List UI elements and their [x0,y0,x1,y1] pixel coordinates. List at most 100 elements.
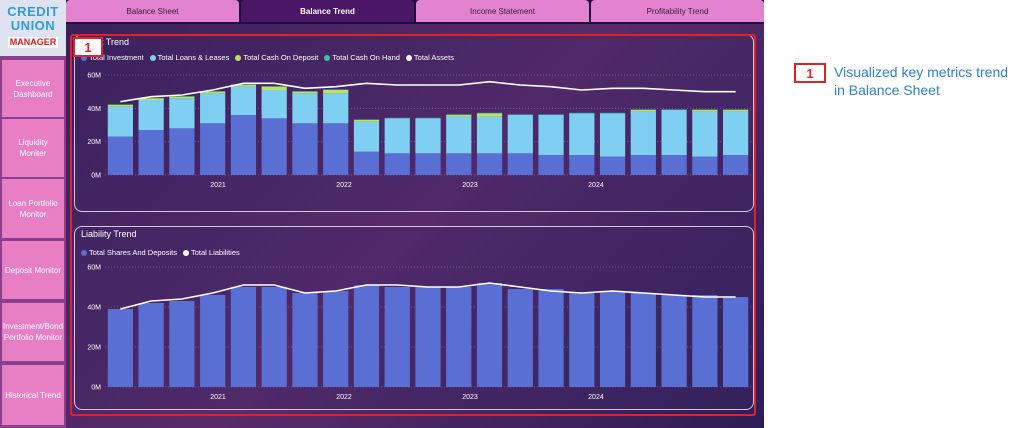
bar-segment [323,123,349,175]
bar-segment [169,128,195,175]
credit-union-manager-logo: CREDIT UNION MANAGER [0,0,66,56]
bar-segment [692,295,718,387]
asset-trend-panel: Asset Trend Total Investment Total Loans… [74,34,754,212]
bar-segment [169,301,195,387]
asset-trend-title: Asset Trend [81,37,130,47]
bar-segment [415,118,441,154]
bar-segment [169,98,195,129]
bar-segment [230,86,257,115]
liability-trend-panel: Liability Trend Total Shares And Deposit… [74,226,754,410]
sidebar-item-historical-trend[interactable]: Historical Trend [2,365,64,425]
bar-segment [200,123,226,175]
bar-segment [692,111,718,157]
legend-label: Total Shares And Deposits [89,248,177,257]
bar-segment [169,96,195,99]
bar-segment [476,113,503,117]
y-tick-label: 0M [91,385,101,392]
bar-segment [692,109,718,110]
bar-segment [415,117,441,119]
bar-segment [446,116,472,154]
bar-segment [292,91,318,92]
legend-label: Total Investment [89,53,144,62]
legend-dot [149,54,156,61]
sidebar-item-investment-bond-portfolio-monitor[interactable]: Investment/Bond Portfolio Monitor [2,303,64,361]
x-tick-label: 2022 [336,394,352,401]
bar-segment [323,291,349,387]
bar-segment [599,156,626,175]
sidebar-nav: Executive Dashboard Liquidity Moniter Lo… [0,56,66,428]
bar-segment [415,287,441,387]
liability-trend-title: Liability Trend [81,229,137,239]
bar-segment [200,91,226,94]
bar-segment [723,110,749,112]
y-tick-label: 60M [87,73,101,80]
tab-balance-sheet[interactable]: Balance Sheet [66,0,239,22]
bar-segment [507,153,533,175]
legend-dot [182,249,189,256]
tab-balance-trend[interactable]: Balance Trend [241,0,414,22]
bar-segment [476,283,503,387]
bar-segment [384,287,410,387]
bar-segment [569,155,595,175]
legend-item-total-assets: Total Assets [405,53,454,62]
bar-segment [107,106,133,137]
x-tick-label: 2023 [462,182,478,189]
legend-item-total-liabilities: Total Liabilities [182,248,240,257]
bar-segment [107,309,133,387]
bar-segment [200,91,226,92]
bar-segment [661,109,687,110]
bar-segment [138,303,164,387]
bar-segment [538,155,564,175]
bar-segment [569,112,595,114]
y-tick-label: 40M [87,106,101,113]
legend-label: Total Cash On Hand [332,53,400,62]
sidebar-item-deposit-monitor[interactable]: Deposit Monitor [2,241,64,299]
logo-line-2: UNION [10,18,56,33]
total-line [120,282,736,310]
asset-trend-legend: Total Investment Total Loans & Leases To… [81,53,454,62]
x-tick-label: 2024 [588,182,604,189]
bar-segment [723,155,749,175]
bar-segment [446,287,472,387]
x-tick-label: 2024 [588,394,604,401]
tab-profitability-trend[interactable]: Profitability Trend [591,0,764,22]
bar-segment [384,118,410,154]
bar-segment [630,111,656,155]
tab-bar: Balance Sheet Balance Trend Income State… [66,0,764,24]
sidebar-item-liquidity-moniter[interactable]: Liquidity Moniter [2,119,64,177]
bar-segment [723,111,749,155]
sidebar-item-loan-portfolio-monitor[interactable]: Loan Portfolio Monitor [2,179,64,238]
bar-segment [599,291,626,387]
annotation-text: Visualized key metrics trend in Balance … [834,64,1009,98]
bar-segment [661,295,687,387]
bar-segment [446,115,472,117]
y-tick-label: 40M [87,305,101,312]
x-tick-label: 2023 [462,394,478,401]
bar-segment [353,285,380,387]
bar-segment [200,295,226,387]
legend-dot [81,249,87,256]
bar-segment [230,85,257,87]
legend-dot [81,54,87,61]
bar-segment [230,115,257,175]
bar-segment [138,100,164,130]
bar-segment [476,112,503,114]
bar-segment [384,153,410,175]
bar-segment [107,104,133,105]
bar-segment [292,293,318,387]
bar-segment [446,114,472,115]
bar-segment [723,109,749,110]
bar-segment [230,84,257,85]
y-tick-label: 20M [87,345,101,352]
callout-badge: 1 [73,37,103,57]
bar-segment [599,113,626,157]
tab-income-statement[interactable]: Income Statement [416,0,589,22]
legend-item-total-cash-on-hand: Total Cash On Hand [324,53,400,62]
bar-segment [261,118,287,175]
bar-segment [138,97,164,99]
bar-segment [138,98,164,100]
report-canvas: Asset Trend Total Investment Total Loans… [66,24,764,428]
bar-segment [353,121,380,152]
legend-label: Total Assets [413,53,454,62]
sidebar-item-executive-dashboard[interactable]: Executive Dashboard [2,60,64,117]
